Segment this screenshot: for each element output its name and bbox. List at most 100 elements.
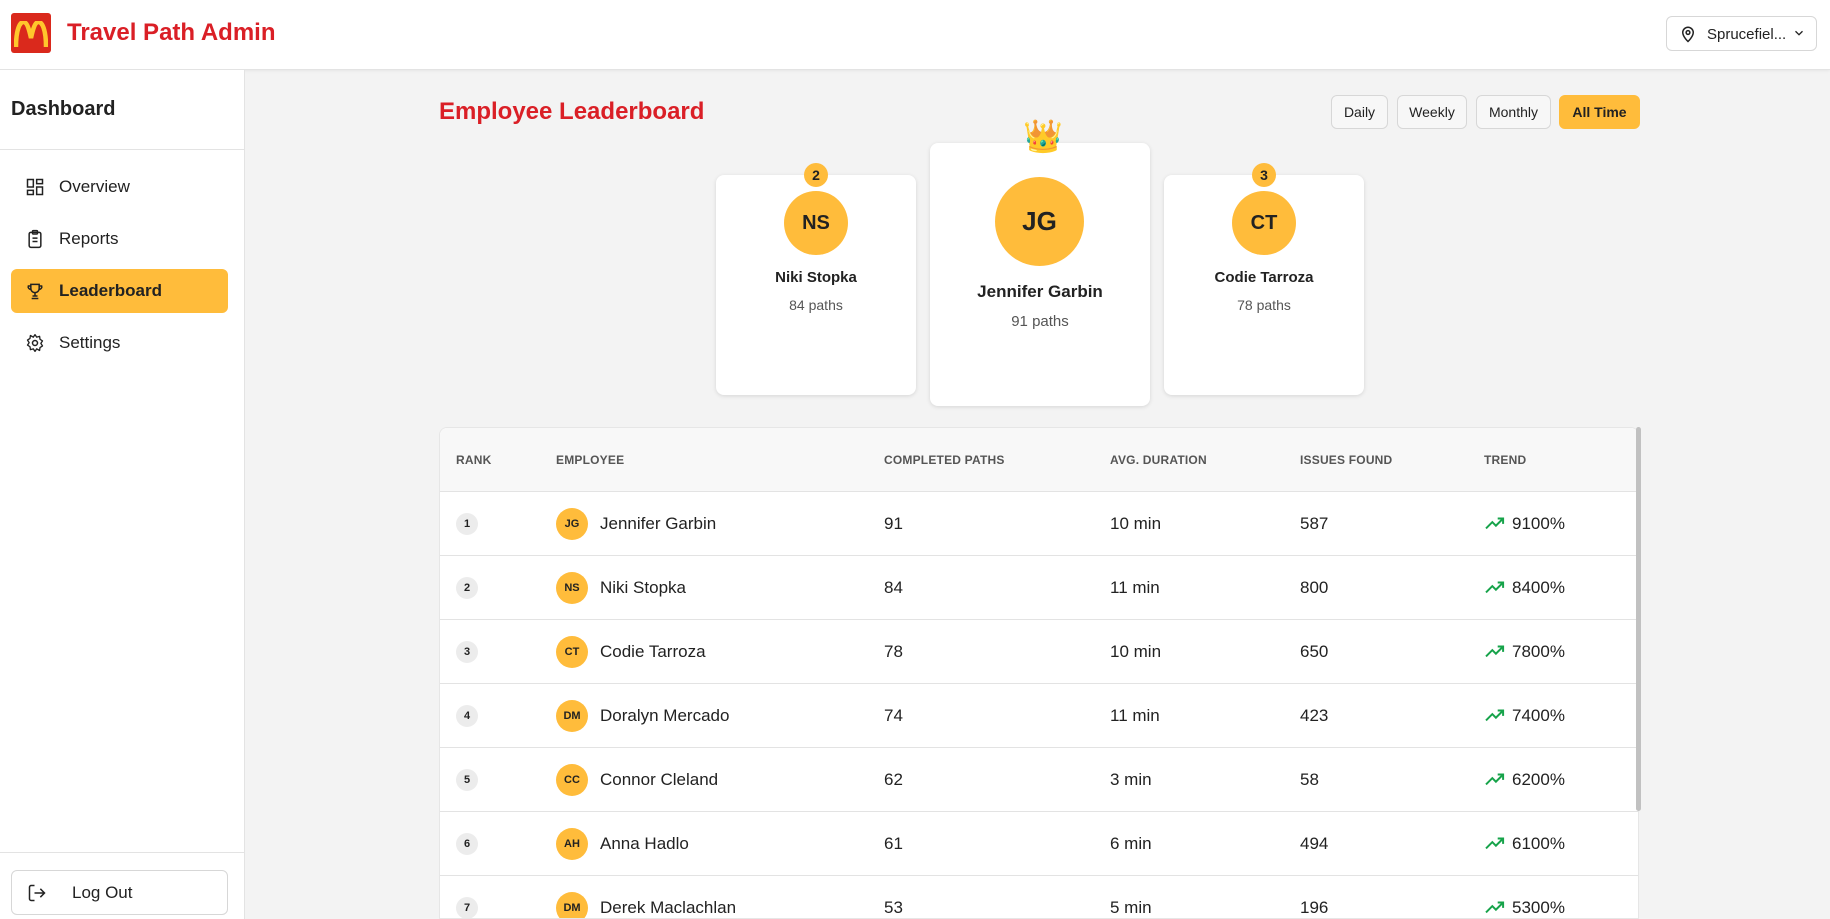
employee-name: Connor Cleland — [600, 770, 719, 789]
trend-value: 8400% — [1512, 578, 1565, 597]
column-header-rank[interactable]: RANK — [456, 453, 492, 467]
column-header-employee[interactable]: EMPLOYEE — [556, 453, 625, 467]
sidebar-item-label: Leaderboard — [59, 281, 162, 300]
table-row[interactable]: 7 DM Derek Maclachlan 53 5 min 196 5300% — [440, 876, 1638, 918]
table-scrollbar[interactable] — [1636, 427, 1641, 811]
avatar: CT — [1232, 191, 1296, 255]
map-pin-icon — [1681, 26, 1695, 43]
trending-up-icon — [1485, 645, 1505, 658]
podium-card-first[interactable]: JG Jennifer Garbin 91 paths — [930, 143, 1150, 406]
sidebar-divider — [0, 852, 244, 853]
filter-monthly-button[interactable]: Monthly — [1476, 95, 1551, 129]
table-header: RANK EMPLOYEE COMPLETED PATHS AVG. DURAT… — [440, 428, 1638, 492]
table-row[interactable]: 5 CC Connor Cleland 62 3 min 58 6200% — [440, 748, 1638, 812]
employee-name: Codie Tarroza — [600, 642, 706, 661]
golden-arches-icon — [14, 21, 48, 47]
avg-duration-value: 6 min — [1110, 834, 1152, 853]
sidebar-item-label: Reports — [59, 229, 119, 248]
completed-paths-value: 61 — [884, 834, 903, 853]
rank-badge: 3 — [1252, 163, 1276, 187]
filter-daily-button[interactable]: Daily — [1331, 95, 1388, 129]
app-title: Travel Path Admin — [67, 19, 276, 46]
avatar: AH — [556, 828, 588, 860]
sidebar-item-label: Settings — [59, 333, 121, 352]
issues-found-value: 650 — [1300, 642, 1329, 661]
trending-up-icon — [1485, 901, 1505, 914]
sidebar-item-label: Overview — [59, 177, 130, 196]
column-header-avg-duration[interactable]: AVG. DURATION — [1110, 453, 1207, 467]
avatar: DM — [556, 700, 588, 732]
top-bar: Travel Path Admin Sprucefiel... — [0, 0, 1830, 70]
avatar: NS — [784, 191, 848, 255]
rank-badge: 3 — [456, 641, 478, 663]
grid-icon — [26, 178, 44, 196]
trending-up-icon — [1485, 837, 1505, 850]
employee-name: Jennifer Garbin — [600, 514, 717, 533]
sidebar-item-settings[interactable]: Settings — [11, 321, 228, 365]
trending-up-icon — [1485, 709, 1505, 722]
issues-found-value: 423 — [1300, 706, 1329, 725]
table-row[interactable]: 4 DM Doralyn Mercado 74 11 min 423 7400% — [440, 684, 1638, 748]
paths-count: 84 paths — [789, 297, 843, 313]
avatar: DM — [556, 892, 588, 918]
completed-paths-value: 78 — [884, 642, 903, 661]
trophy-icon — [27, 283, 43, 300]
page-title: Employee Leaderboard — [439, 98, 705, 125]
table-row[interactable]: 3 CT Codie Tarroza 78 10 min 650 7800% — [440, 620, 1638, 684]
rank-badge: 2 — [804, 163, 828, 187]
trend-value: 6100% — [1512, 834, 1565, 853]
sidebar-title: Dashboard — [11, 98, 116, 120]
employee-name: Derek Maclachlan — [600, 898, 737, 917]
sidebar-item-overview[interactable]: Overview — [11, 165, 228, 209]
column-header-completed-paths[interactable]: COMPLETED PATHS — [884, 453, 1005, 467]
completed-paths-value: 91 — [884, 514, 903, 533]
logout-label: Log Out — [72, 883, 133, 902]
avg-duration-value: 11 min — [1110, 578, 1160, 597]
column-header-issues-found[interactable]: ISSUES FOUND — [1300, 453, 1393, 467]
trending-up-icon — [1485, 581, 1505, 594]
paths-count: 78 paths — [1237, 297, 1291, 313]
issues-found-value: 800 — [1300, 578, 1329, 597]
employee-name: Doralyn Mercado — [600, 706, 730, 725]
logout-button[interactable]: Log Out — [11, 870, 228, 915]
podium-card-third[interactable]: 3 CT Codie Tarroza 78 paths — [1164, 163, 1364, 395]
employee-name: Anna Hadlo — [600, 834, 689, 853]
employee-name: Niki Stopka — [775, 269, 857, 286]
sidebar-item-reports[interactable]: Reports — [11, 217, 228, 261]
gear-icon — [26, 334, 44, 352]
avg-duration-value: 10 min — [1110, 642, 1162, 661]
rank-badge: 4 — [456, 705, 478, 727]
podium-card-second[interactable]: 2 NS Niki Stopka 84 paths — [716, 163, 916, 395]
table-row[interactable]: 6 AH Anna Hadlo 61 6 min 494 6100% — [440, 812, 1638, 876]
rank-badge: 5 — [456, 769, 478, 791]
avg-duration-value: 3 min — [1110, 770, 1152, 789]
sidebar-item-leaderboard[interactable]: Leaderboard — [11, 269, 228, 313]
avg-duration-value: 11 min — [1110, 706, 1160, 725]
rank-badge: 6 — [456, 833, 478, 855]
sidebar: Dashboard Overview Reports Leaderboard — [0, 70, 245, 919]
table-row[interactable]: 1 JG Jennifer Garbin 91 10 min 587 9100% — [440, 492, 1638, 556]
column-header-trend[interactable]: TREND — [1484, 453, 1527, 467]
filter-all-time-button[interactable]: All Time — [1559, 95, 1640, 129]
avatar: CT — [556, 636, 588, 668]
completed-paths-value: 62 — [884, 770, 903, 789]
issues-found-value: 196 — [1300, 898, 1329, 917]
employee-name: Niki Stopka — [600, 578, 686, 597]
brand-logo[interactable] — [11, 13, 51, 53]
clipboard-icon — [28, 229, 42, 249]
completed-paths-value: 84 — [884, 578, 903, 597]
filter-weekly-button[interactable]: Weekly — [1397, 95, 1467, 129]
avg-duration-value: 10 min — [1110, 514, 1162, 533]
trending-up-icon — [1485, 517, 1505, 530]
avg-duration-value: 5 min — [1110, 898, 1152, 917]
chevron-down-icon — [1795, 30, 1803, 36]
trend-value: 7800% — [1512, 642, 1565, 661]
table-row[interactable]: 2 NS Niki Stopka 84 11 min 800 8400% — [440, 556, 1638, 620]
paths-count: 91 paths — [1011, 313, 1069, 330]
avatar: JG — [556, 508, 588, 540]
location-selector[interactable]: Sprucefiel... — [1666, 16, 1817, 51]
issues-found-value: 587 — [1300, 514, 1329, 533]
location-label: Sprucefiel... — [1707, 26, 1787, 43]
rank-badge: 7 — [456, 897, 478, 918]
employee-name: Codie Tarroza — [1214, 269, 1314, 286]
